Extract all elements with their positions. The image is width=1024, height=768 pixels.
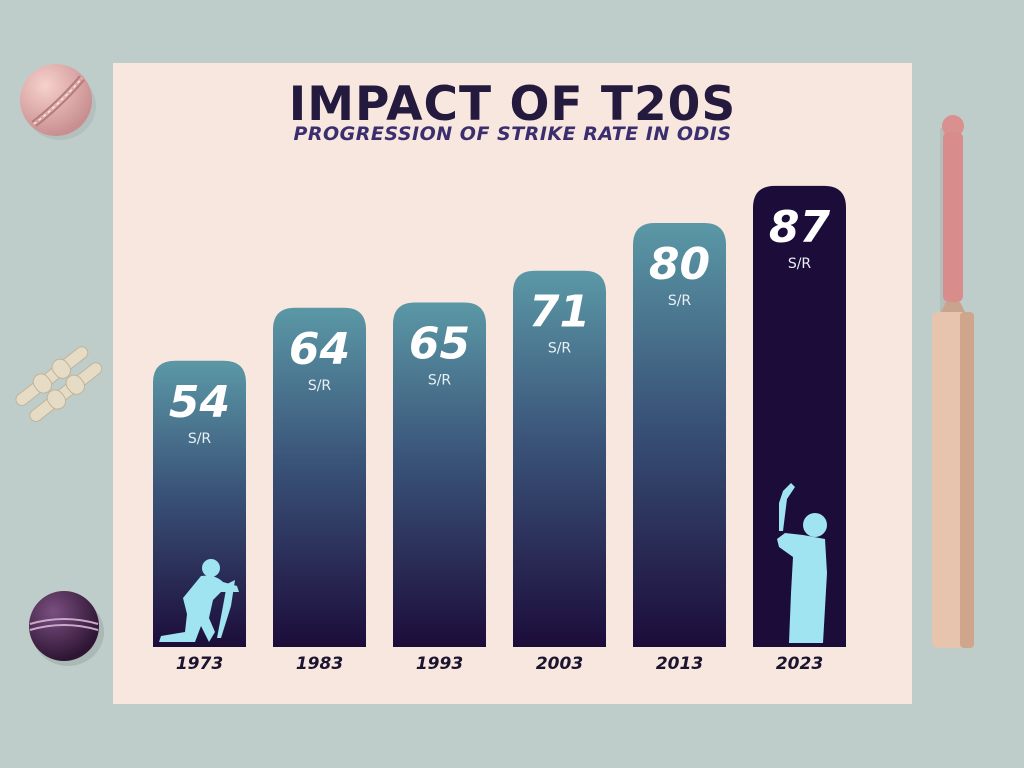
bar-value-label: 71 <box>529 287 590 338</box>
bar-1973 <box>153 360 246 647</box>
batsman-celebrating-silhouette-icon <box>777 483 827 643</box>
x-tick-label: 1973 <box>176 654 223 674</box>
cricket-bat-icon <box>932 115 974 648</box>
bar-unit-label: S/R <box>308 378 332 394</box>
bar-1993 <box>393 302 486 647</box>
red-cricket-ball-icon <box>20 64 96 140</box>
purple-cricket-ball-icon <box>29 591 104 666</box>
bar-value-label: 87 <box>769 202 831 253</box>
bar-value-label: 65 <box>409 319 470 370</box>
bar-unit-label: S/R <box>428 373 452 389</box>
x-tick-label: 1983 <box>296 654 343 674</box>
bar-unit-label: S/R <box>188 431 212 447</box>
bar-value-label: 80 <box>649 239 710 290</box>
bar-value-label: 54 <box>169 377 230 428</box>
bar-1983 <box>273 307 366 647</box>
bar-2013 <box>633 223 726 647</box>
bar-unit-label: S/R <box>548 341 572 357</box>
bar-unit-label: S/R <box>788 256 812 272</box>
batsman-defending-silhouette-icon <box>159 559 239 642</box>
bar-2003 <box>513 270 606 647</box>
infographic-poster: IMPACT OF T20S PROGRESSION OF STRIKE RAT… <box>113 63 912 704</box>
x-tick-label: 2003 <box>536 654 583 674</box>
chart-title: IMPACT OF T20S <box>288 77 737 132</box>
bar-value-label: 64 <box>289 324 350 375</box>
x-tick-label: 1993 <box>416 654 463 674</box>
bar-unit-label: S/R <box>668 293 692 309</box>
x-tick-label: 2013 <box>656 654 703 674</box>
strike-rate-bar-chart: 54 S/R 64 S/R 65 S/R 71 S/R 80 S/R 87 S/R 1973 1983 1… <box>153 185 846 674</box>
x-tick-label: 2023 <box>776 654 823 674</box>
chart-subtitle: PROGRESSION OF STRIKE RATE IN ODIS <box>293 123 732 145</box>
bails-icon <box>15 346 103 423</box>
